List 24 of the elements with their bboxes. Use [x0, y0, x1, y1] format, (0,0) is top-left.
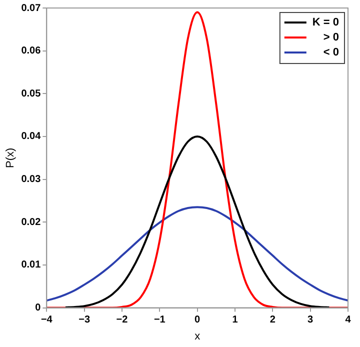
x-tick-label: −2 [116, 314, 128, 326]
y-tick-label: 0.03 [21, 174, 42, 186]
x-axis-title: x [194, 330, 201, 342]
line-series [46, 206, 348, 302]
y-tick-label: 0.02 [21, 216, 42, 228]
legend-label: > 0 [323, 32, 339, 44]
y-axis-title: P(x) [4, 148, 17, 168]
legend-label: K = 0 [312, 16, 339, 29]
x-tick-label: −4 [40, 314, 53, 326]
x-tick-label: 0 [194, 314, 201, 326]
y-tick-label: 0.07 [21, 2, 42, 14]
y-tick-label: 0.01 [21, 260, 42, 271]
x-tick-label: 4 [345, 314, 352, 326]
x-tick-label: −1 [154, 314, 166, 326]
y-tick-label: 0.04 [21, 131, 42, 142]
legend-label: < 0 [323, 46, 339, 59]
y-tick-label: 0.06 [21, 46, 42, 57]
x-tick-label: 1 [232, 314, 238, 326]
y-tick-label: 0 [35, 302, 42, 314]
x-tick-label: −3 [78, 314, 90, 326]
x-tick-label: 3 [308, 314, 314, 326]
y-tick-label: 0.05 [21, 88, 42, 100]
line-series [64, 135, 330, 308]
x-tick-label: 2 [270, 314, 276, 326]
